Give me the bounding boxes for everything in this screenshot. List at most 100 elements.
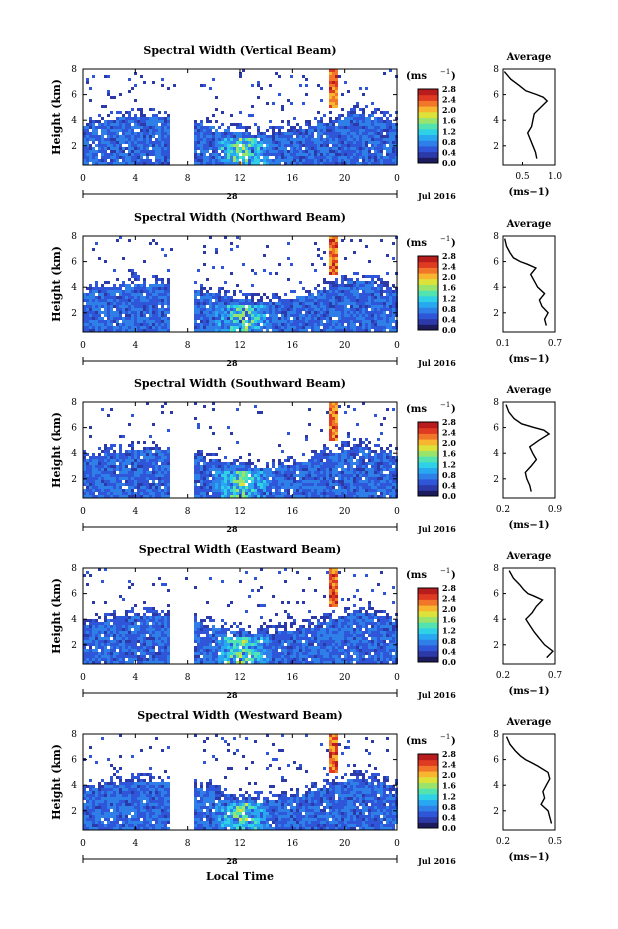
heatmap-cell bbox=[155, 162, 158, 165]
colorbar-swatch bbox=[418, 284, 438, 291]
heatmap-cell bbox=[230, 462, 233, 465]
heatmap-cell bbox=[89, 649, 92, 652]
heatmap-cell bbox=[155, 123, 158, 126]
heatmap-cell bbox=[164, 159, 167, 162]
heatmap-cell bbox=[389, 480, 392, 483]
heatmap-cell bbox=[167, 159, 170, 162]
heatmap-cell bbox=[254, 329, 257, 332]
heatmap-cell bbox=[89, 637, 92, 640]
heatmap-cell bbox=[296, 468, 299, 471]
heatmap-cell bbox=[92, 314, 95, 317]
heatmap-cell bbox=[95, 625, 98, 628]
heatmap-cell bbox=[335, 471, 338, 474]
heatmap-cell bbox=[374, 320, 377, 323]
heatmap-cell bbox=[110, 96, 113, 99]
heatmap-cell bbox=[266, 135, 269, 138]
heatmap-cell bbox=[284, 135, 287, 138]
heatmap-cell bbox=[305, 438, 308, 441]
heatmap-cell bbox=[227, 314, 230, 317]
heatmap-cell bbox=[344, 450, 347, 453]
heatmap-cell bbox=[125, 126, 128, 129]
heatmap-cell bbox=[209, 153, 212, 156]
heatmap-cell bbox=[131, 108, 134, 111]
average-frame bbox=[502, 235, 556, 333]
heatmap-cell bbox=[143, 314, 146, 317]
heatmap-cell bbox=[131, 150, 134, 153]
heatmap-cell bbox=[122, 123, 125, 126]
heatmap-cell bbox=[353, 326, 356, 329]
heatmap-cell bbox=[152, 117, 155, 120]
heatmap-cell bbox=[128, 78, 131, 81]
heatmap-cell bbox=[242, 317, 245, 320]
heatmap-cell bbox=[143, 138, 146, 141]
heatmap-cell bbox=[368, 305, 371, 308]
heatmap-cell bbox=[302, 153, 305, 156]
heatmap-cell bbox=[269, 144, 272, 147]
heatmap-cell bbox=[353, 474, 356, 477]
heatmap-cell bbox=[233, 293, 236, 296]
heatmap-cell bbox=[104, 305, 107, 308]
heatmap-cell bbox=[248, 302, 251, 305]
heatmap-cell bbox=[140, 326, 143, 329]
heatmap-cell bbox=[149, 435, 152, 438]
heatmap-cell bbox=[95, 126, 98, 129]
heatmap-cell bbox=[158, 138, 161, 141]
heatmap-cell bbox=[230, 248, 233, 251]
heatmap-cell bbox=[341, 495, 344, 498]
heatmap-cell bbox=[98, 293, 101, 296]
heatmap-cell bbox=[218, 465, 221, 468]
average-y-tick-label: 6 bbox=[493, 91, 499, 101]
heatmap-cell bbox=[269, 299, 272, 302]
heatmap-cell bbox=[257, 329, 260, 332]
heatmap-cell bbox=[329, 423, 332, 426]
heatmap-cell bbox=[326, 308, 329, 311]
heatmap-cell bbox=[143, 120, 146, 123]
heatmap-cell bbox=[359, 447, 362, 450]
heatmap-cell bbox=[359, 87, 362, 90]
heatmap-cell bbox=[248, 468, 251, 471]
heatmap-cell bbox=[272, 471, 275, 474]
colorbar-tick-label: 2.0 bbox=[442, 272, 456, 282]
heatmap-cell bbox=[287, 477, 290, 480]
heatmap-cell bbox=[332, 150, 335, 153]
heatmap-cell bbox=[353, 450, 356, 453]
heatmap-cell bbox=[143, 456, 146, 459]
heatmap-cell bbox=[296, 123, 299, 126]
average-x-tick-label: 0.1 bbox=[496, 339, 510, 349]
heatmap-cell bbox=[140, 305, 143, 308]
colorbar-swatch bbox=[418, 295, 438, 303]
heatmap-cell bbox=[326, 480, 329, 483]
heatmap-cell bbox=[155, 159, 158, 162]
colorbar-swatch bbox=[418, 256, 438, 263]
heatmap-cell bbox=[371, 135, 374, 138]
heatmap-cell bbox=[92, 75, 95, 78]
heatmap-cell bbox=[131, 459, 134, 462]
heatmap-cell bbox=[233, 489, 236, 492]
heatmap-cell bbox=[335, 72, 338, 75]
heatmap-cell bbox=[248, 477, 251, 480]
heatmap-cell bbox=[305, 474, 308, 477]
heatmap-cell bbox=[116, 296, 119, 299]
heatmap-cell bbox=[89, 293, 92, 296]
heatmap-cell bbox=[239, 123, 242, 126]
heatmap-cell bbox=[272, 144, 275, 147]
heatmap-cell bbox=[263, 471, 266, 474]
heatmap-cell bbox=[341, 305, 344, 308]
heatmap-cell bbox=[236, 441, 239, 444]
heatmap-cell bbox=[221, 329, 224, 332]
heatmap-cell bbox=[215, 468, 218, 471]
heatmap-cell bbox=[341, 123, 344, 126]
heatmap-cell bbox=[278, 311, 281, 314]
heatmap-cell bbox=[311, 489, 314, 492]
heatmap-cell bbox=[101, 126, 104, 129]
heatmap-cell bbox=[353, 150, 356, 153]
heatmap-cell bbox=[311, 141, 314, 144]
heatmap-cell bbox=[227, 323, 230, 326]
heatmap-cell bbox=[353, 314, 356, 317]
heatmap-cell bbox=[209, 474, 212, 477]
heatmap-cell bbox=[317, 132, 320, 135]
heatmap-cell bbox=[374, 308, 377, 311]
heatmap-cell bbox=[203, 468, 206, 471]
heatmap-cell bbox=[338, 308, 341, 311]
heatmap-cell bbox=[86, 453, 89, 456]
